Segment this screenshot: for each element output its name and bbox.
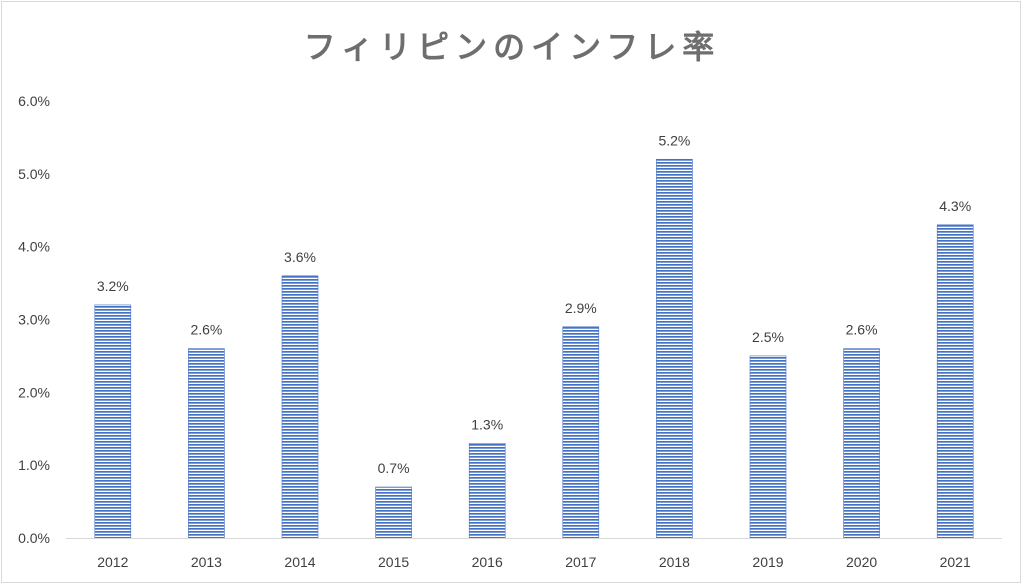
y-tick-label: 5.0%: [18, 166, 50, 182]
x-tick-label-2017: 2017: [565, 554, 596, 570]
data-label-2012: 3.2%: [97, 278, 129, 294]
bar-2016: [468, 443, 506, 539]
bar-2021: [936, 224, 974, 539]
bar-2019: [749, 355, 787, 539]
bar-2017: [562, 326, 600, 539]
data-label-2017: 2.9%: [565, 300, 597, 316]
x-tick-label-2014: 2014: [284, 554, 315, 570]
data-label-2015: 0.7%: [378, 460, 410, 476]
data-label-2016: 1.3%: [471, 416, 503, 432]
x-tick-label-2020: 2020: [846, 554, 877, 570]
x-tick-label-2018: 2018: [659, 554, 690, 570]
x-tick-label-2012: 2012: [97, 554, 128, 570]
data-label-2014: 3.6%: [284, 249, 316, 265]
x-tick-label-2016: 2016: [472, 554, 503, 570]
bar-2020: [843, 348, 880, 539]
bars: 3.2% 2.6% 3.6% 0.7% 1.3% 2.9% 5.2% 2.5% 2.6% 4.3%: [94, 132, 974, 539]
y-tick-label: 0.0%: [18, 530, 50, 546]
y-tick-label: 1.0%: [18, 457, 50, 473]
x-tick-label-2019: 2019: [752, 554, 783, 570]
bar-2014: [281, 275, 319, 539]
data-label-2020: 2.6%: [846, 322, 878, 338]
data-label-2019: 2.5%: [752, 329, 784, 345]
x-axis: 2012 2013 2014 2015 2016 2017 2018 2019 2020 2021: [66, 538, 1002, 570]
bar-2015: [375, 486, 412, 539]
y-tick-label: 6.0%: [18, 93, 50, 109]
bar-2013: [188, 348, 225, 539]
data-label-2013: 2.6%: [190, 322, 222, 338]
y-tick-label: 2.0%: [18, 384, 50, 400]
data-label-2018: 5.2%: [658, 132, 690, 148]
y-tick-label: 3.0%: [18, 312, 50, 328]
bar-2012: [94, 304, 132, 539]
x-tick-label-2015: 2015: [378, 554, 409, 570]
x-tick-label-2013: 2013: [191, 554, 222, 570]
bar-2018: [656, 158, 693, 539]
x-tick-label-2021: 2021: [940, 554, 971, 570]
y-axis: 0.0% 1.0% 2.0% 3.0% 4.0% 5.0% 6.0%: [18, 93, 50, 546]
y-tick-label: 4.0%: [18, 239, 50, 255]
data-label-2021: 4.3%: [939, 198, 971, 214]
chart-title: フィリピンのインフレ率: [303, 28, 721, 66]
